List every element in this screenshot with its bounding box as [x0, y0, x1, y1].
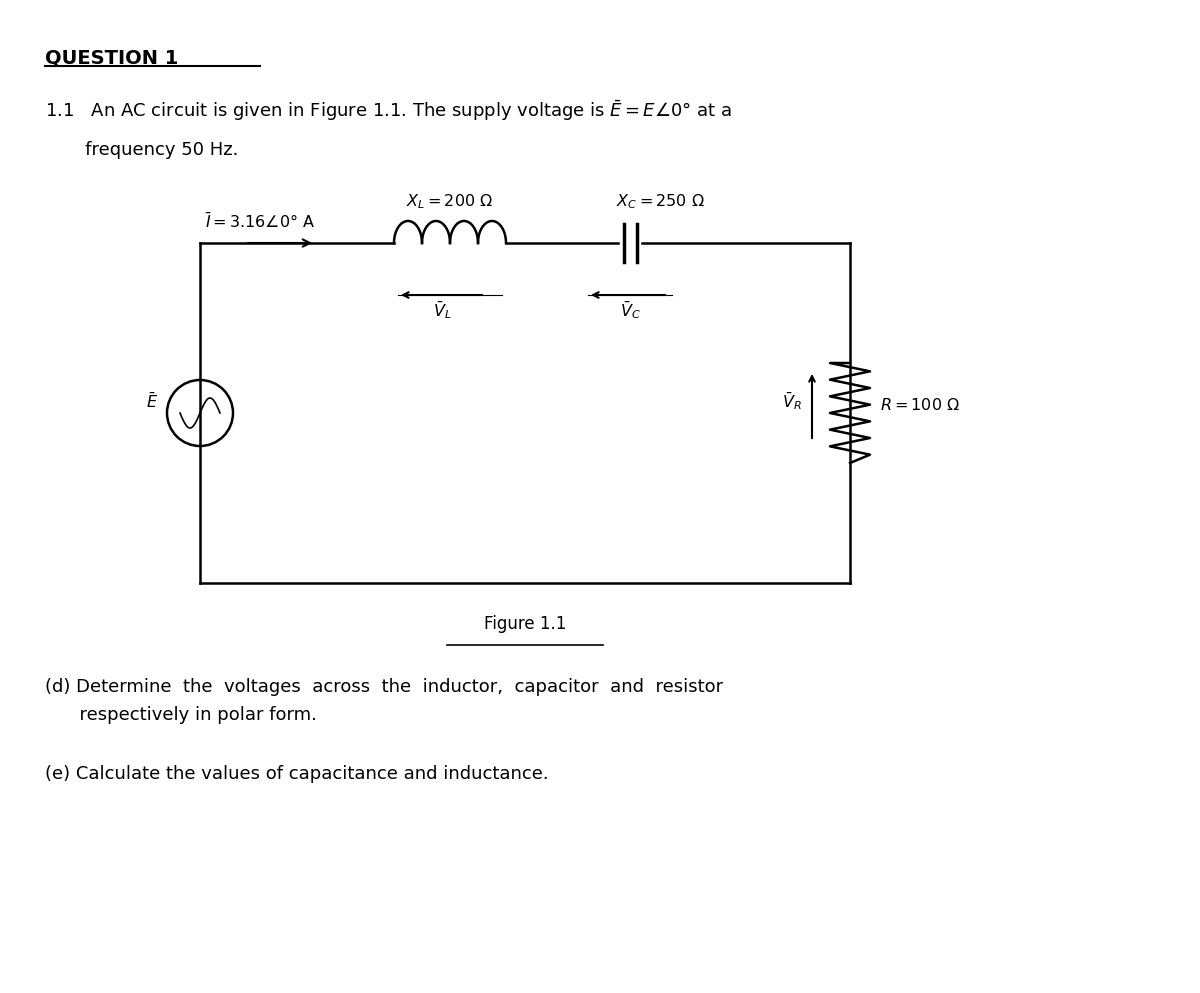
- Text: (d) Determine  the  voltages  across  the  inductor,  capacitor  and  resistor
 : (d) Determine the voltages across the in…: [46, 678, 724, 724]
- Text: $X_L = 200\ \Omega$: $X_L = 200\ \Omega$: [407, 193, 493, 211]
- Text: $\bar{V}_R$: $\bar{V}_R$: [782, 390, 802, 412]
- Text: $X_C = 250\ \Omega$: $X_C = 250\ \Omega$: [616, 193, 704, 211]
- Text: Figure 1.1: Figure 1.1: [484, 615, 566, 633]
- Text: $\bar{I} = 3.16\angle0°$ A: $\bar{I} = 3.16\angle0°$ A: [205, 212, 316, 231]
- Text: (e) Calculate the values of capacitance and inductance.: (e) Calculate the values of capacitance …: [46, 765, 548, 783]
- Text: QUESTION 1: QUESTION 1: [46, 48, 179, 67]
- Text: $R = 100\ \Omega$: $R = 100\ \Omega$: [880, 397, 960, 413]
- Text: $\bar{V}_C$: $\bar{V}_C$: [619, 299, 641, 321]
- Text: 1.1   An AC circuit is given in Figure 1.1. The supply voltage is $\bar{E} = E\a: 1.1 An AC circuit is given in Figure 1.1…: [46, 98, 732, 122]
- Text: $\bar{V}_L$: $\bar{V}_L$: [433, 299, 451, 321]
- Text: frequency 50 Hz.: frequency 50 Hz.: [46, 141, 239, 159]
- Text: $\bar{E}$: $\bar{E}$: [146, 391, 158, 411]
